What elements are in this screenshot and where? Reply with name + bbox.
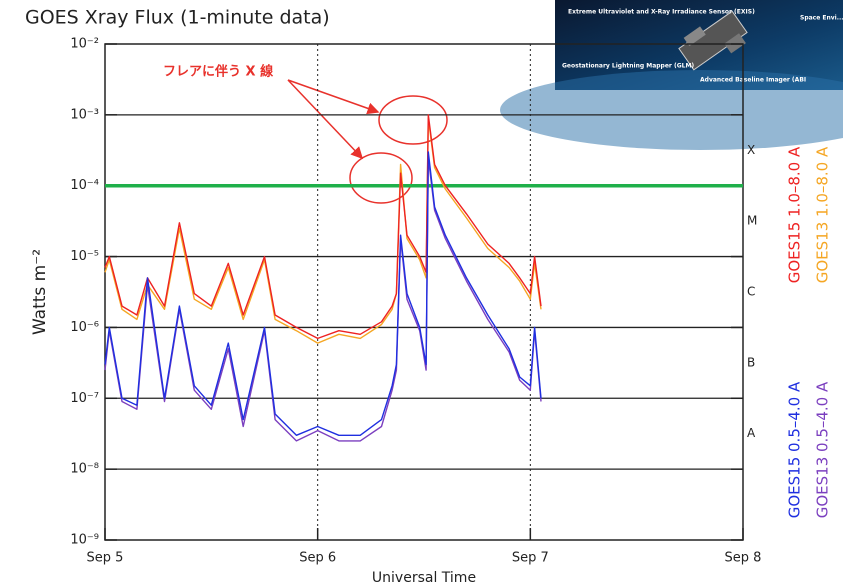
y-tick-label: 10⁻⁷ xyxy=(70,391,99,406)
legend-entry: GOES15 1.0–8.0 A xyxy=(786,146,804,283)
highlight-circle xyxy=(349,152,413,204)
inset-label: Extreme Ultraviolet and X-Ray Irradiance… xyxy=(568,9,755,16)
y-tick-label: 10⁻⁴ xyxy=(70,178,99,193)
x-axis-label: Universal Time xyxy=(372,570,476,584)
y-tick-label: 10⁻⁹ xyxy=(70,533,99,548)
flare-class-label: C xyxy=(747,285,755,299)
legend-entry: GOES13 1.0–8.0 A xyxy=(814,146,832,283)
series-line xyxy=(104,151,542,436)
x-tick-label: Sep 5 xyxy=(87,551,124,566)
satellite-inset: Extreme Ultraviolet and X-Ray Irradiance… xyxy=(500,0,843,150)
highlight-circle xyxy=(378,95,448,145)
flare-class-label: M xyxy=(747,214,757,228)
annotation-arrow xyxy=(287,79,380,115)
chart-title: GOES Xray Flux (1-minute data) xyxy=(25,7,330,29)
earth-limb xyxy=(500,70,843,150)
y-tick-label: 10⁻³ xyxy=(70,107,99,122)
series-line xyxy=(104,117,542,344)
inset-label: Advanced Baseline Imager (ABI xyxy=(700,77,806,84)
flare-class-label: X xyxy=(747,143,755,157)
x-tick-label: Sep 8 xyxy=(725,551,762,566)
inset-label: Geostationary Lightning Mapper (GLM) xyxy=(562,63,694,70)
x-tick-label: Sep 7 xyxy=(512,551,549,566)
plot-frame xyxy=(104,43,744,541)
y-tick-label: 10⁻² xyxy=(70,37,99,52)
y-tick-label: 10⁻⁶ xyxy=(70,320,99,335)
x-tick-label: Sep 6 xyxy=(299,551,336,566)
y-tick-label: 10⁻⁸ xyxy=(70,462,99,477)
flare-class-label: A xyxy=(747,426,756,440)
inset-label: Space Envi... In-Situ Sui... xyxy=(800,15,843,22)
y-tick-label: 10⁻⁵ xyxy=(70,249,99,264)
annotation-arrow xyxy=(287,79,364,160)
legend-entry: GOES13 0.5–4.0 A xyxy=(814,381,832,518)
series-line xyxy=(104,114,542,340)
y-axis-label: Watts m⁻² xyxy=(30,249,50,335)
legend-entry: GOES15 0.5–4.0 A xyxy=(786,381,804,518)
annotation: フレアに伴う X 線 xyxy=(163,64,274,80)
flare-class-label: B xyxy=(747,355,755,369)
